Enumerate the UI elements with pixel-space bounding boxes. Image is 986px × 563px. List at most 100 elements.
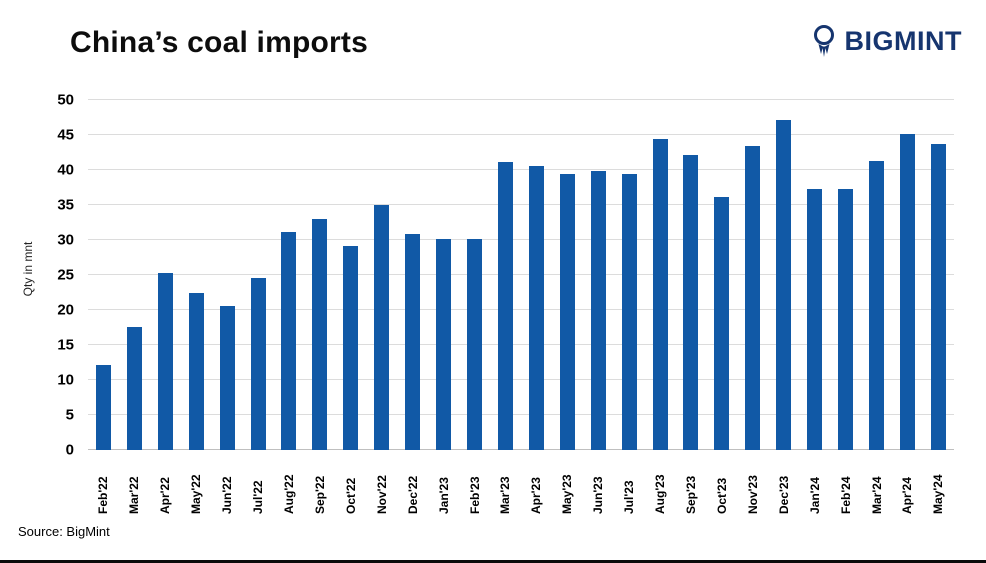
x-label-slot: Aug'22 [274, 456, 305, 514]
y-tick-label: 50 [57, 91, 74, 109]
x-tick-label: Jul'23 [622, 480, 637, 514]
bar-May'23 [559, 173, 575, 450]
bar-slot [490, 100, 521, 450]
plot-area [88, 99, 954, 450]
bar-slot [706, 100, 737, 450]
bar-Feb'24 [838, 188, 854, 450]
x-tick-label: Feb'24 [838, 476, 853, 514]
bar-slot [676, 100, 707, 450]
x-label-slot: Dec'23 [768, 456, 799, 514]
y-axis-ticks: 0 5 10 15 20 25 30 35 40 45 50 [36, 92, 80, 459]
bar-slot [861, 100, 892, 450]
x-label-slot: Apr'23 [521, 456, 552, 514]
bar-slot [552, 100, 583, 450]
bar-Sep'23 [683, 154, 699, 450]
bar-May'22 [188, 292, 204, 450]
y-tick-label: 0 [65, 441, 74, 459]
x-tick-label: Sep'23 [683, 475, 698, 514]
bar-slot [799, 100, 830, 450]
gridline [88, 204, 954, 205]
x-label-slot: Jul'23 [614, 456, 645, 514]
x-tick-label: Aug'23 [653, 474, 668, 514]
bar-slot [274, 100, 305, 450]
x-tick-label: Feb'22 [96, 476, 111, 514]
x-label-slot: Jul'22 [243, 456, 274, 514]
bar-slot [614, 100, 645, 450]
x-tick-label: Dec'22 [405, 475, 420, 514]
bar-Jan'24 [807, 188, 823, 450]
gridline [88, 134, 954, 135]
bar-slot [304, 100, 335, 450]
x-label-slot: Mar'22 [119, 456, 150, 514]
gridline [88, 344, 954, 345]
bar-Aug'23 [652, 139, 668, 450]
gridline [88, 414, 954, 415]
bar-Mar'23 [497, 161, 513, 450]
chart-title: China’s coal imports [70, 26, 368, 59]
bar-Jul'22 [250, 277, 266, 450]
x-tick-label: Nov'22 [374, 475, 389, 514]
bar-Feb'22 [95, 365, 111, 450]
y-tick-label: 25 [57, 266, 74, 284]
x-tick-label: Mar'22 [127, 476, 142, 514]
bar-slot [335, 100, 366, 450]
y-tick-label: 15 [57, 336, 74, 354]
x-label-slot: Nov'23 [737, 456, 768, 514]
bar-slot [428, 100, 459, 450]
bar-May'24 [930, 144, 946, 450]
x-tick-label: Apr'23 [529, 477, 544, 514]
bigmint-logo-text: BIGMINT [844, 25, 962, 56]
bar-Jan'23 [436, 238, 452, 450]
x-tick-label: Mar'23 [498, 476, 513, 514]
x-label-slot: May'23 [552, 456, 583, 514]
y-tick-label: 10 [57, 371, 74, 389]
y-tick-label: 30 [57, 231, 74, 249]
x-label-slot: Feb'22 [88, 456, 119, 514]
x-axis-line [88, 449, 954, 450]
bar-slot [88, 100, 119, 450]
bar-slot [830, 100, 861, 450]
bar-slot [181, 100, 212, 450]
bar-slot [583, 100, 614, 450]
gridline [88, 169, 954, 170]
x-label-slot: Feb'24 [830, 456, 861, 514]
bottom-strip [0, 560, 986, 563]
bar-Apr'23 [528, 165, 544, 450]
bar-slot [212, 100, 243, 450]
bar-Oct'22 [343, 246, 359, 450]
x-label-slot: Oct'23 [706, 456, 737, 514]
gridline [88, 379, 954, 380]
x-tick-label: Oct'23 [714, 477, 729, 514]
x-label-slot: Apr'22 [150, 456, 181, 514]
bar-Jun'23 [590, 171, 606, 450]
bar-Nov'23 [745, 145, 761, 450]
bar-slot [645, 100, 676, 450]
bar-slot [397, 100, 428, 450]
x-label-slot: Jan'23 [428, 456, 459, 514]
x-axis-labels: Feb'22 Mar'22 Apr'22 May'22 Jun'22 Jul'22 Aug'… [88, 456, 954, 518]
bar-Dec'23 [776, 119, 792, 450]
x-tick-label: Apr'24 [900, 477, 915, 514]
bar-slot [521, 100, 552, 450]
x-label-slot: May'22 [181, 456, 212, 514]
bar-Jul'23 [621, 174, 637, 450]
x-label-slot: Sep'22 [304, 456, 335, 514]
bar-slot [366, 100, 397, 450]
x-tick-label: Dec'23 [776, 475, 791, 514]
x-tick-label: Apr'22 [158, 477, 173, 514]
bar-slot [737, 100, 768, 450]
x-tick-label: Nov'23 [745, 475, 760, 514]
x-label-slot: Aug'23 [645, 456, 676, 514]
bar-slot [459, 100, 490, 450]
x-label-slot: May'24 [923, 456, 954, 514]
gridline [88, 99, 954, 100]
x-tick-label: Oct'22 [343, 477, 358, 514]
y-tick-label: 35 [57, 196, 74, 214]
x-label-slot: Jan'24 [799, 456, 830, 514]
x-label-slot: Mar'24 [861, 456, 892, 514]
bars-container [88, 100, 954, 450]
gridline [88, 274, 954, 275]
bar-Apr'22 [157, 272, 173, 450]
x-label-slot: Jun'22 [212, 456, 243, 514]
x-label-slot: Apr'24 [892, 456, 923, 514]
